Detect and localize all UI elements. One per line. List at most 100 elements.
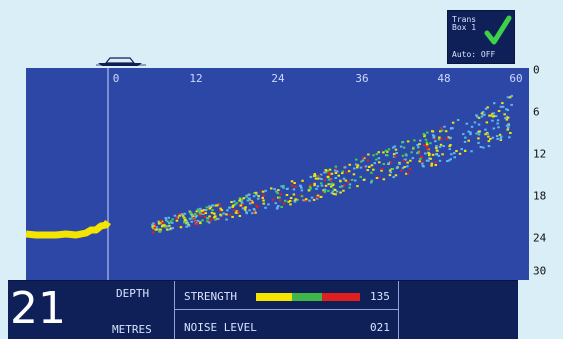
sonar-return [417, 146, 420, 149]
sonar-plot[interactable] [26, 68, 529, 280]
sonar-return [245, 212, 248, 215]
sonar-return [318, 177, 321, 180]
sonar-return [449, 127, 453, 130]
sonar-return [497, 126, 500, 129]
sonar-return [246, 199, 250, 202]
sonar-return [257, 197, 260, 200]
sonar-return [165, 219, 168, 222]
x-tick: 0 [112, 72, 120, 85]
y-tick: 24 [533, 231, 547, 245]
sonar-return [377, 176, 380, 179]
sonar-return [448, 148, 451, 151]
noise-level-value: 021 [370, 321, 390, 334]
sonar-return [329, 179, 333, 182]
sonar-return [477, 116, 481, 119]
sonar-return [300, 186, 303, 189]
sonar-return [171, 218, 174, 221]
sonar-return [345, 171, 348, 174]
sonar-return [460, 148, 463, 151]
sonar-return [257, 195, 260, 198]
sonar-return [451, 127, 454, 130]
sonar-return [289, 197, 293, 199]
y-tick: 18 [533, 189, 547, 203]
sonar-return [219, 209, 222, 212]
sonar-return [194, 213, 197, 216]
sonar-return [316, 194, 320, 197]
sonar-return [366, 159, 370, 162]
sonar-return [370, 179, 374, 182]
sonar-return [205, 206, 209, 209]
sonar-return [251, 212, 254, 215]
sonar-return [487, 140, 491, 143]
sonar-return [392, 176, 395, 179]
sonar-return [329, 183, 332, 186]
sonar-return [158, 222, 161, 225]
sonar-return [216, 217, 220, 220]
sonar-return [328, 168, 332, 171]
transducer-box[interactable]: Trans Box 1 Auto: OFF [447, 10, 515, 64]
sonar-return [330, 185, 333, 188]
sonar-return [506, 116, 510, 119]
sonar-return [285, 194, 289, 196]
sonar-return [509, 132, 512, 134]
sonar-return [403, 166, 406, 168]
sonar-return [171, 221, 174, 224]
sonar-return [277, 196, 280, 199]
sonar-returns [26, 68, 513, 280]
sonar-return [342, 189, 345, 192]
sonar-return [320, 178, 323, 181]
sonar-return [231, 215, 234, 218]
sonar-return [451, 121, 455, 124]
sonar-return [387, 148, 391, 151]
check-icon [484, 15, 512, 45]
sonar-return [495, 135, 499, 138]
sonar-return [426, 147, 429, 150]
sonar-return [392, 146, 395, 149]
sonar-return [209, 206, 213, 209]
sonar-return [302, 199, 305, 202]
sonar-return [437, 138, 441, 141]
sonar-return [244, 208, 247, 211]
sonar-return [159, 228, 162, 231]
sonar-return [380, 168, 384, 170]
sonar-return [195, 214, 199, 217]
sonar-return [505, 124, 509, 127]
sonar-return [235, 210, 239, 213]
sonar-return [335, 190, 339, 193]
sonar-return [477, 133, 481, 136]
sonar-return [419, 157, 422, 160]
sonar-return [386, 154, 389, 157]
sonar-return [161, 225, 164, 228]
sonar-return [166, 220, 169, 223]
sonar-return [211, 204, 215, 207]
sonar-return [159, 222, 163, 224]
sonar-return [508, 96, 512, 99]
sonar-return [427, 159, 430, 162]
sonar-return [320, 184, 324, 187]
sonar-return [241, 207, 245, 210]
sonar-return [193, 219, 197, 221]
sonar-return [432, 135, 436, 138]
sonar-return [261, 196, 264, 199]
sonar-return [389, 161, 393, 164]
sonar-return [394, 148, 398, 151]
sonar-return [426, 131, 429, 134]
sonar-return [252, 210, 255, 213]
sonar-return [155, 226, 158, 229]
sonar-return [327, 183, 330, 186]
sonar-return [429, 142, 432, 145]
sonar-return [210, 211, 214, 214]
sonar-return [465, 122, 469, 125]
sonar-return [346, 180, 350, 183]
sonar-return [153, 226, 156, 229]
sonar-return [219, 213, 222, 216]
sonar-return [240, 198, 244, 201]
sonar-return [398, 161, 401, 164]
sonar-return [197, 213, 201, 216]
sonar-return [277, 205, 280, 207]
sonar-return [151, 223, 154, 226]
sonar-return [399, 145, 403, 148]
sonar-return [450, 153, 453, 156]
sonar-return [327, 171, 330, 174]
sonar-return [477, 141, 480, 144]
